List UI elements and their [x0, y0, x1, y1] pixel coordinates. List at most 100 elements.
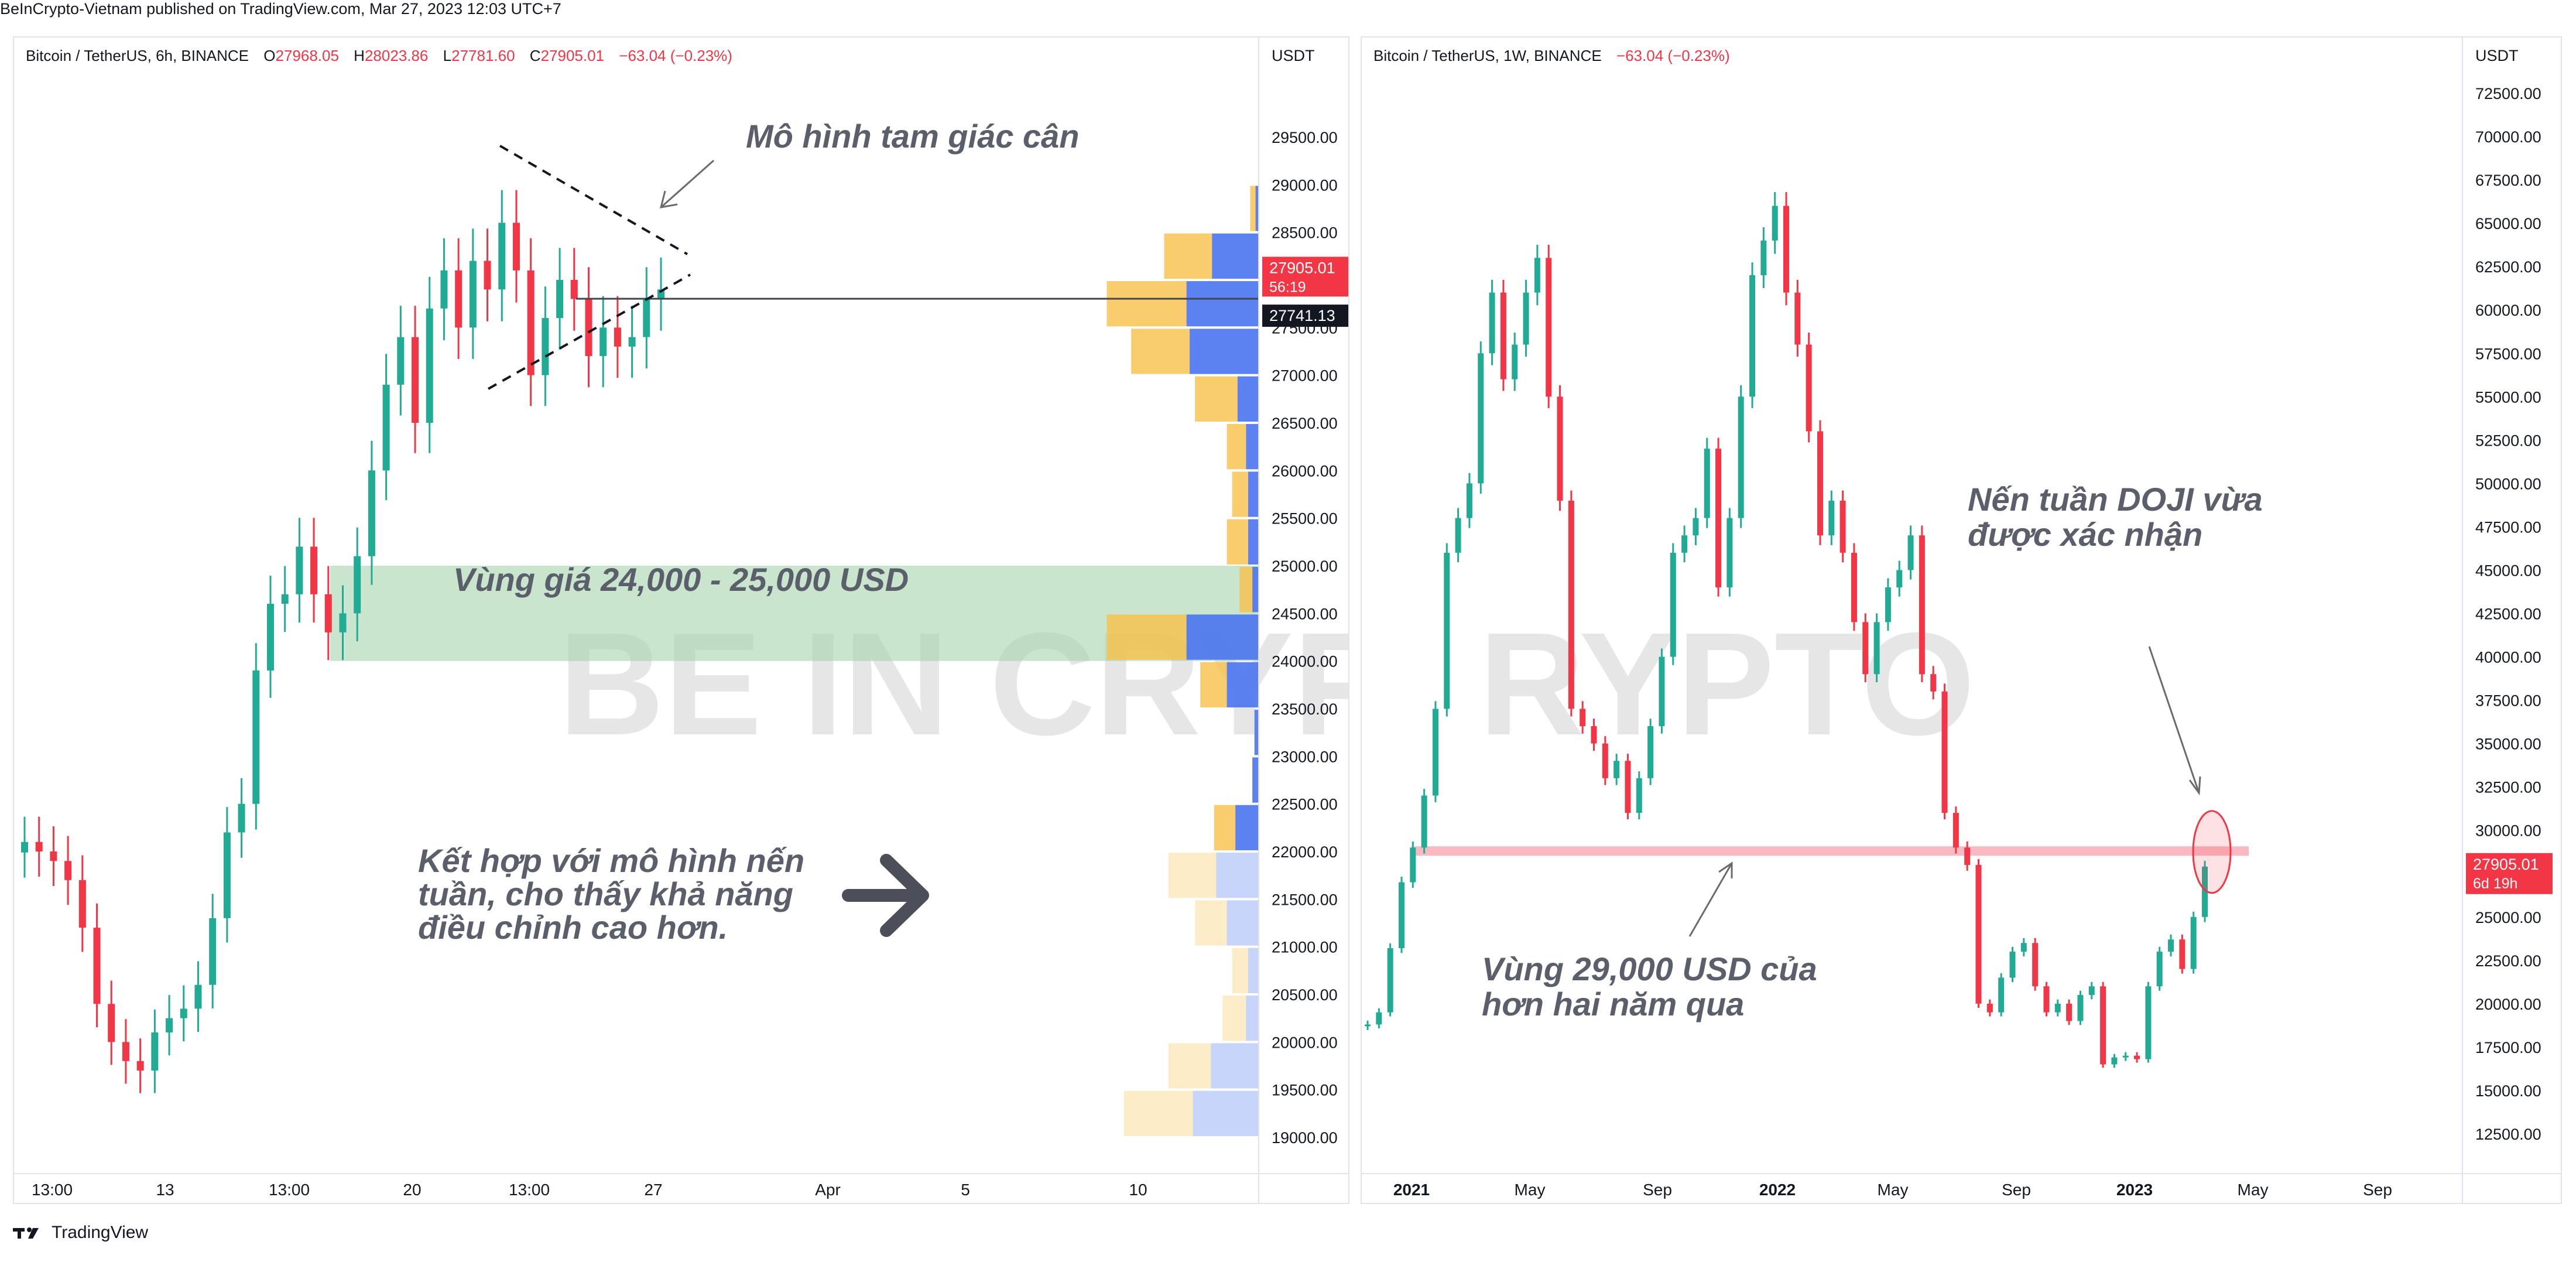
candle-6h	[368, 440, 375, 585]
candle-6h	[108, 980, 115, 1065]
x-tick-label: 27	[644, 1181, 662, 1199]
annotation-combo-line: tuần, cho thấy khả năng	[418, 875, 793, 912]
x-tick-label: May	[2238, 1181, 2269, 1199]
candle-6h	[136, 1038, 144, 1093]
candle-6h	[194, 961, 202, 1032]
arrow-head	[1718, 861, 1733, 878]
candle-1w	[1839, 490, 1846, 563]
candle-1w	[2122, 1052, 2129, 1061]
volume-profile-up	[1232, 948, 1248, 993]
volume-profile-down	[1254, 710, 1259, 755]
y-tick-label: 19000.00	[1272, 1129, 1338, 1147]
volume-profile-up	[1232, 471, 1248, 517]
volume-profile-up	[1168, 853, 1217, 898]
x-tick-label: 13:00	[32, 1181, 73, 1199]
y-tick-label: 23000.00	[1272, 748, 1338, 765]
y-tick-label: 24500.00	[1272, 605, 1338, 623]
candle-1w	[1376, 1008, 1382, 1029]
volume-profile-up	[1239, 567, 1253, 613]
candle-1w	[1760, 227, 1767, 289]
candle-1w	[1896, 560, 1903, 597]
candle-6h	[151, 1009, 159, 1093]
y-tick-label: 20000.00	[1272, 1034, 1338, 1051]
annotation-arrow	[2148, 646, 2200, 794]
tradingview-logo-icon	[13, 1227, 39, 1239]
candle-1w	[1387, 943, 1393, 1017]
candle-6h	[339, 585, 347, 661]
candle-1w	[1625, 754, 1631, 820]
axis-unit: USDT	[1272, 47, 1315, 64]
big-arrow-head	[880, 854, 929, 937]
y-tick-label: 45000.00	[2475, 562, 2541, 579]
candle-6h	[600, 296, 607, 388]
candle-6h	[209, 894, 217, 1008]
chart-panel-1w[interactable]: RYPTO Nến tuần DOJI vừa được xác nhận Vùng …	[1361, 36, 2562, 1204]
candle-6h	[643, 267, 650, 369]
legend-change: −63.04 (−0.23%)	[1616, 47, 1730, 64]
candle-1w	[2190, 911, 2197, 974]
x-tick-label: 13:00	[509, 1181, 550, 1199]
triangle-upper-line	[499, 145, 688, 255]
price-zone-rect	[330, 566, 1259, 661]
candle-6h	[542, 286, 549, 406]
price-label-text: 27905.01	[1269, 259, 1335, 276]
volume-profile-down	[1255, 186, 1259, 231]
candle-1w	[1851, 543, 1857, 631]
volume-profile-up	[1227, 519, 1248, 565]
y-tick-label: 30000.00	[2475, 822, 2541, 840]
candle-1w	[1975, 859, 1982, 1008]
support-band	[1412, 846, 2249, 856]
volume-profile-up	[1250, 186, 1256, 231]
volume-profile-down	[1235, 805, 1259, 850]
candle-1w	[2168, 934, 2174, 957]
price-label-sub: 6d 19h	[2473, 875, 2517, 892]
x-tick-label: 13	[156, 1181, 174, 1199]
candle-6h	[657, 257, 664, 331]
y-tick-label: 55000.00	[2475, 388, 2541, 406]
candle-1w	[1398, 876, 1405, 953]
candle-1w	[1534, 244, 1540, 306]
candle-1w	[2043, 981, 2050, 1017]
candle-6h	[50, 826, 57, 887]
volume-profile-down	[1186, 281, 1259, 327]
y-tick-label: 47500.00	[2475, 518, 2541, 536]
candle-1w	[1489, 279, 1495, 365]
candle-1w	[1693, 508, 1699, 545]
candle-1w	[1512, 332, 1518, 391]
candle-1w	[1421, 789, 1427, 854]
annotation-doji-line: Nến tuần DOJI vừa	[1968, 481, 2263, 518]
tradingview-brand[interactable]: TradingView	[13, 1223, 148, 1243]
y-tick-label: 40000.00	[2475, 649, 2541, 666]
volume-profile-up	[1168, 1043, 1211, 1089]
axis-unit: USDT	[2475, 47, 2519, 64]
candle-1w	[2020, 938, 2027, 957]
candle-6h	[252, 643, 260, 830]
candle-6h	[296, 518, 303, 623]
candle-6h	[310, 518, 318, 623]
candle-1w	[1455, 508, 1461, 563]
x-tick-label: Sep	[2363, 1181, 2392, 1199]
candle-1w	[1466, 473, 1472, 528]
volume-profile-up	[1222, 996, 1246, 1041]
volume-profile-up	[1131, 329, 1190, 374]
price-label-bg	[2466, 853, 2553, 894]
y-tick-label: 29500.00	[1272, 129, 1338, 146]
volume-profile-down	[1212, 233, 1259, 279]
arrow-head	[2188, 776, 2201, 796]
candle-1w	[2066, 999, 2073, 1025]
x-tick-label: 13:00	[269, 1181, 310, 1199]
x-tick-label: 2023	[2116, 1181, 2153, 1199]
candle-6h	[266, 576, 274, 698]
volume-profile-down	[1246, 424, 1259, 470]
arrow-head	[659, 190, 678, 208]
legend-symbol: Bitcoin / TetherUS, 6h, BINANCE	[26, 47, 249, 64]
price-label-sub: 56:19	[1269, 279, 1306, 295]
watermark-text: RYPTO	[1479, 602, 1975, 765]
candle-1w	[1523, 279, 1529, 357]
volume-profile-down	[1227, 900, 1259, 946]
candle-1w	[1647, 719, 1654, 785]
candle-1w	[1704, 437, 1710, 528]
